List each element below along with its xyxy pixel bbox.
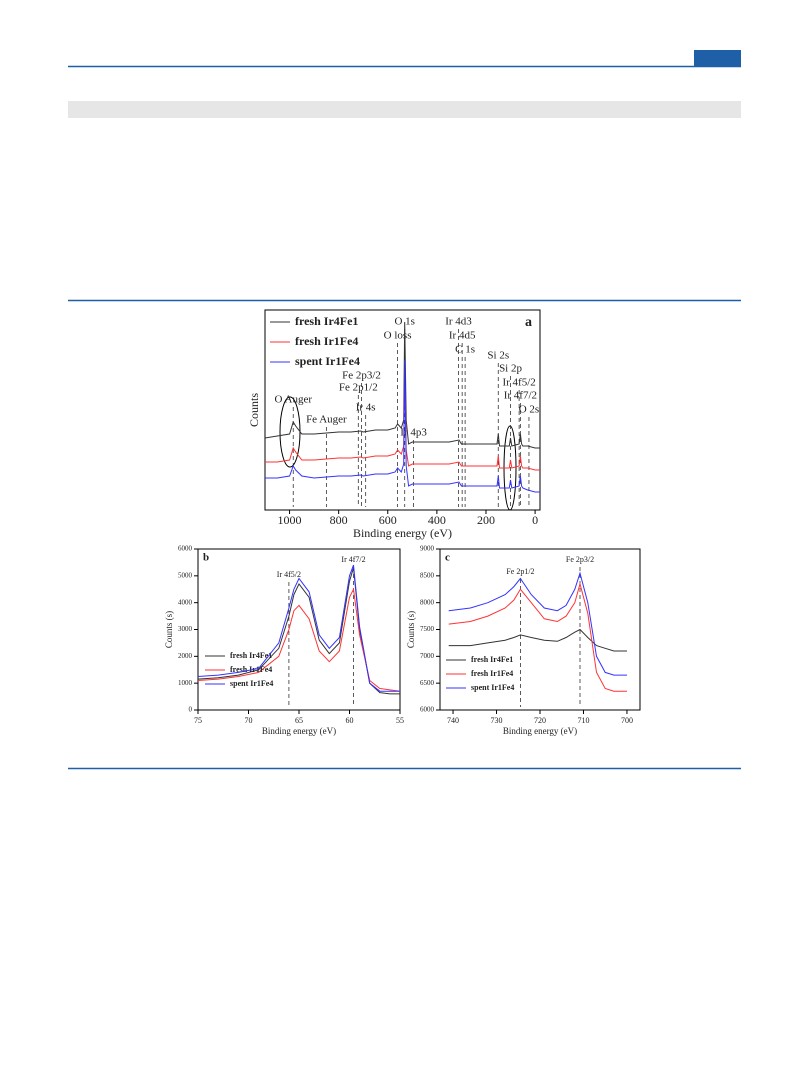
x-tick-label: 720 — [534, 716, 546, 725]
y-tick-label: 7000 — [420, 652, 435, 660]
gray-band — [68, 101, 741, 118]
x-tick-label: 1000 — [278, 513, 302, 527]
y-tick-label: 3000 — [178, 625, 193, 633]
legend-label: fresh Ir4Fe1 — [471, 655, 513, 664]
spectrum-line — [265, 369, 540, 471]
spectrum-line — [448, 628, 627, 652]
peak-label: Fe 2p1/2 — [506, 567, 534, 576]
y-axis-label: Counts (s) — [406, 611, 416, 648]
y-tick-label: 8500 — [420, 571, 435, 579]
spectrum-line — [197, 564, 400, 692]
x-tick-label: 0 — [532, 513, 538, 527]
y-tick-label: 9000 — [420, 545, 435, 553]
x-tick-label: 800 — [330, 513, 348, 527]
x-tick-label: 200 — [477, 513, 495, 527]
x-tick-label: 740 — [447, 716, 459, 725]
x-tick-label: 730 — [491, 716, 503, 725]
header-tab — [694, 50, 741, 66]
x-tick-label: 400 — [428, 513, 446, 527]
legend-label: fresh Ir1Fe4 — [295, 334, 358, 348]
peak-label: Ir 4f5/2 — [277, 570, 301, 579]
x-tick-label: 700 — [621, 716, 633, 725]
y-axis-label: Counts (s) — [164, 611, 174, 648]
x-tick-label: 70 — [245, 716, 253, 725]
x-axis-label: Binding energy (eV) — [353, 526, 452, 540]
legend-label: spent Ir1Fe4 — [471, 683, 514, 692]
peak-label: Si 2p — [499, 363, 522, 375]
y-tick-label: 2000 — [178, 652, 193, 660]
spectrum-line — [197, 587, 401, 692]
x-tick-label: 55 — [396, 716, 404, 725]
x-tick-label: 600 — [379, 513, 397, 527]
x-axis-label: Binding energy (eV) — [503, 726, 577, 736]
legend-label: fresh Ir1Fe4 — [471, 669, 513, 678]
spectrum-line — [448, 581, 627, 692]
peak-label: Ir 4f5/2 — [502, 377, 535, 389]
y-tick-label: 6500 — [420, 679, 435, 687]
spectrum-line — [265, 359, 540, 493]
peak-label: Fe 2p3/2 — [566, 555, 594, 564]
x-axis-label: Binding energy (eV) — [262, 726, 336, 736]
peak-label: O 2s — [519, 404, 539, 416]
legend-label: spent Ir1Fe4 — [230, 679, 273, 688]
plot-frame — [264, 309, 541, 511]
peak-label: O loss — [384, 330, 412, 342]
legend-label: fresh Ir4Fe1 — [295, 314, 358, 328]
y-tick-label: 4000 — [178, 598, 193, 606]
x-tick-label: 75 — [194, 716, 202, 725]
x-tick-label: 710 — [577, 716, 589, 725]
spectrum-line — [448, 571, 627, 676]
y-tick-label: 6000 — [420, 706, 435, 714]
y-tick-label: 1000 — [178, 679, 193, 687]
peak-label: Fe Auger — [306, 414, 347, 426]
panel-label: a — [525, 315, 532, 330]
peak-label: Ir 4d5 — [449, 330, 476, 342]
spectrum-line — [264, 321, 540, 449]
x-tick-label: 65 — [295, 716, 303, 725]
y-tick-label: 0 — [189, 706, 193, 714]
peak-label: O Auger — [274, 394, 312, 406]
legend-label: fresh Ir1Fe4 — [230, 665, 272, 674]
peak-label: Ir 4f7/2 — [504, 390, 537, 402]
peak-label: Ir 4f7/2 — [341, 555, 365, 564]
peak-label: Ir 4s — [356, 402, 376, 414]
legend-label: spent Ir1Fe4 — [295, 354, 360, 368]
panel-label: b — [203, 552, 209, 564]
y-tick-label: 6000 — [178, 545, 193, 553]
y-tick-label: 8000 — [420, 598, 435, 606]
peak-label: Ir 4d3 — [445, 316, 472, 328]
panel-label: c — [445, 552, 450, 564]
x-tick-label: 60 — [346, 716, 354, 725]
peak-label: Si 2s — [487, 350, 509, 362]
legend-label: fresh Ir4Fe1 — [230, 651, 272, 660]
y-tick-label: 7500 — [420, 625, 435, 633]
peak-label: Fe 2p3/2 — [342, 370, 381, 382]
plot-frame — [439, 548, 641, 711]
y-tick-label: 5000 — [178, 571, 193, 579]
peak-label: O 1s — [394, 316, 414, 328]
spectrum-line — [197, 567, 400, 695]
peak-label: Fe 2p1/2 — [339, 382, 378, 394]
y-axis-label: Counts — [247, 393, 261, 427]
peak-label: C 1s — [455, 344, 475, 356]
